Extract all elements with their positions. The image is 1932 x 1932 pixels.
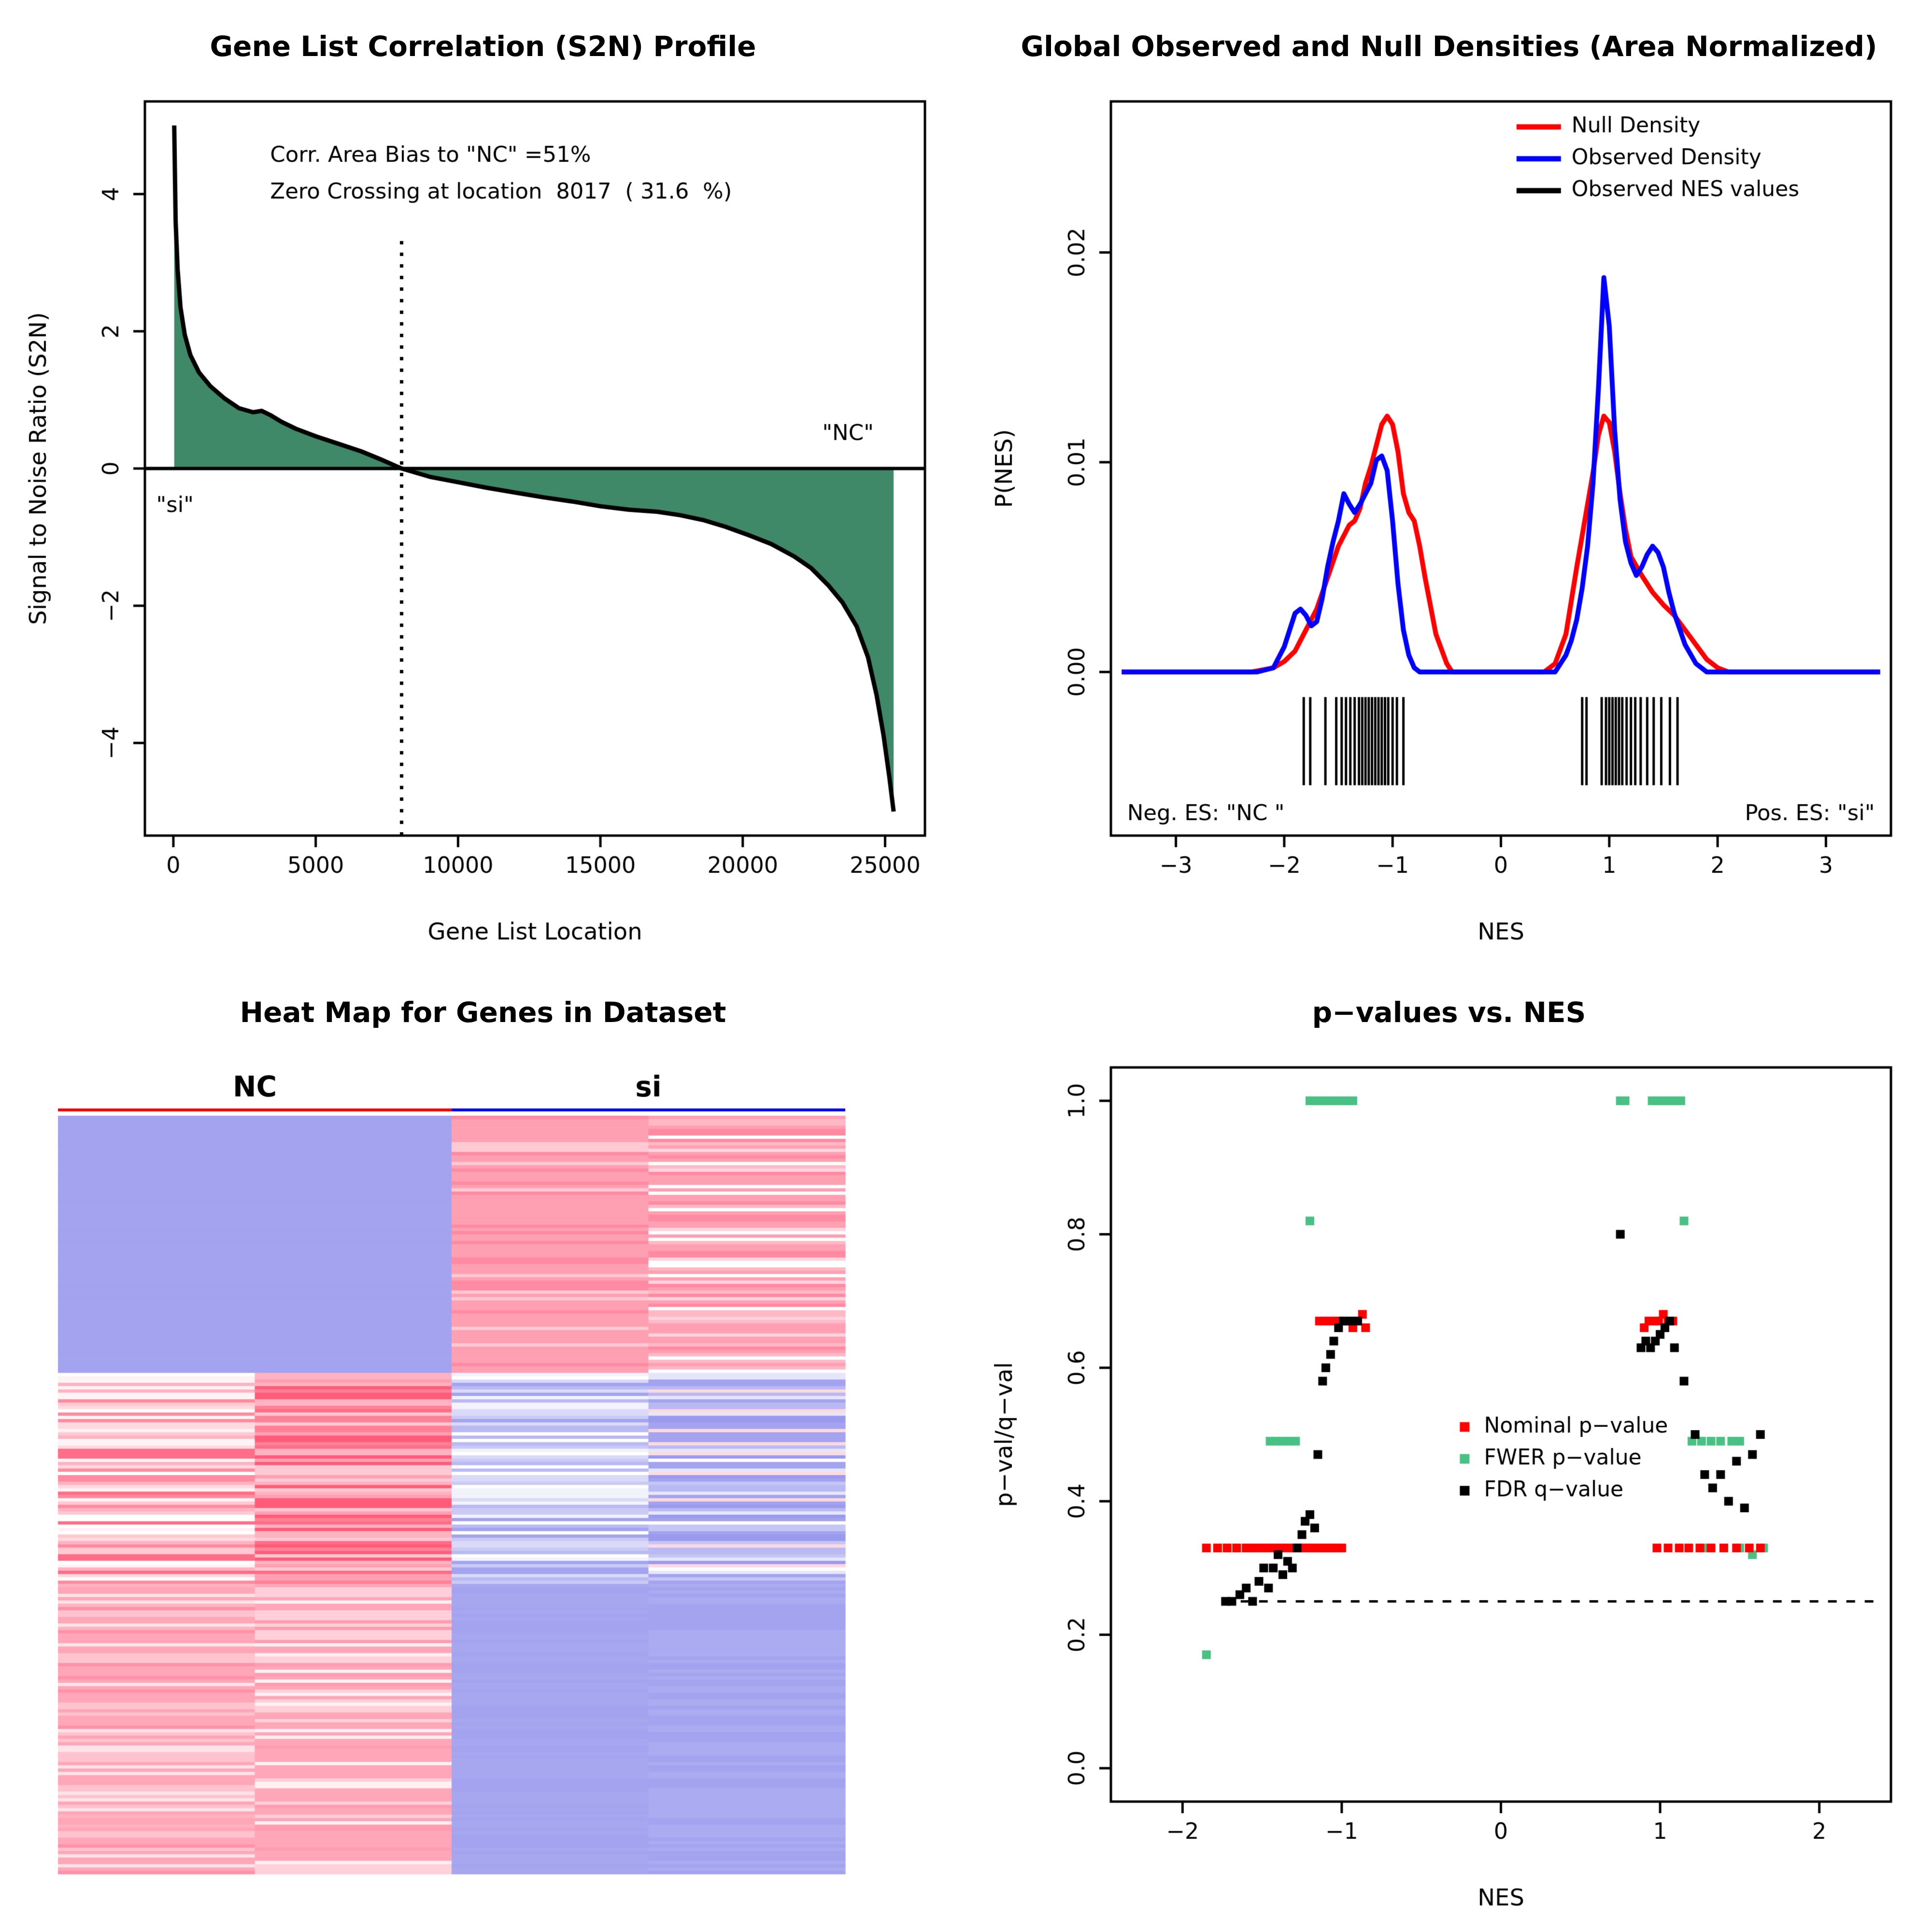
s2n-profile-chart bbox=[0, 77, 966, 966]
heatmap-title: Heat Map for Genes in Dataset bbox=[240, 996, 726, 1029]
pvals-vs-nes-chart bbox=[966, 1043, 1932, 1932]
panel-densities: Global Observed and Null Densities (Area… bbox=[966, 0, 1932, 966]
pvals-vs-nes-title: p−values vs. NES bbox=[1312, 996, 1586, 1029]
panel-pvals-vs-nes: p−values vs. NES bbox=[966, 966, 1932, 1932]
densities-chart bbox=[966, 77, 1932, 966]
densities-title: Global Observed and Null Densities (Area… bbox=[1021, 30, 1877, 63]
heatmap-chart bbox=[0, 1043, 966, 1932]
s2n-profile-title: Gene List Correlation (S2N) Profile bbox=[210, 30, 756, 63]
panel-s2n-profile: Gene List Correlation (S2N) Profile bbox=[0, 0, 966, 966]
panel-heatmap: Heat Map for Genes in Dataset bbox=[0, 966, 966, 1932]
